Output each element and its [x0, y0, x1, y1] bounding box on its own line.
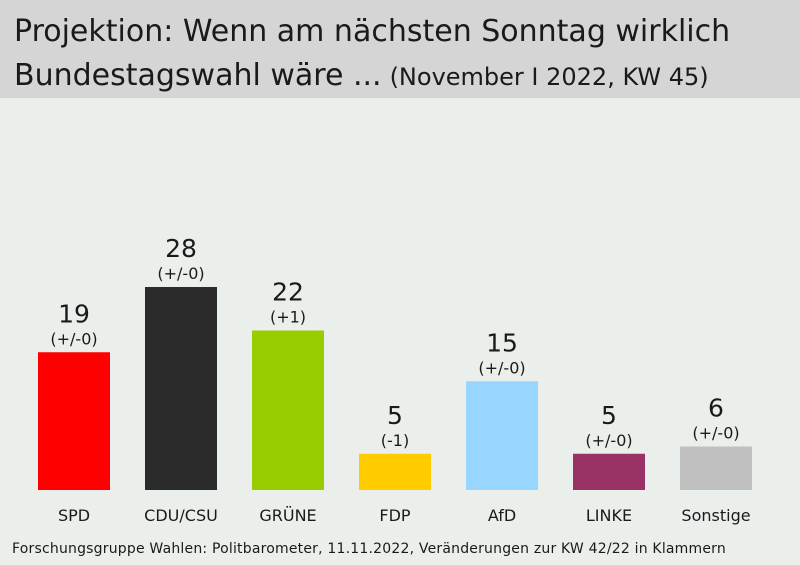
bar-sonstige: [680, 446, 752, 490]
bar-cdu-csu: [145, 287, 217, 490]
value-label-gruene: 22: [272, 278, 304, 307]
chart-title-line-1: Projektion: Wenn am nächsten Sonntag wir…: [14, 14, 731, 49]
change-label-cdu-csu: (+/-0): [157, 264, 204, 283]
value-label-cdu-csu: 28: [165, 234, 197, 263]
source-note: Forschungsgruppe Wahlen: Politbarometer,…: [12, 541, 726, 557]
category-label-spd: SPD: [58, 506, 90, 525]
change-label-gruene: (+1): [270, 308, 306, 327]
value-label-sonstige: 6: [708, 394, 724, 423]
change-label-afd: (+/-0): [478, 358, 525, 377]
chart-title-line-2-text: Bundestagswahl wäre ...: [14, 58, 382, 93]
bar-gruene: [252, 330, 324, 490]
category-label-fdp: FDP: [379, 506, 411, 525]
category-label-sonstige: Sonstige: [681, 506, 750, 525]
value-label-afd: 15: [486, 328, 518, 357]
chart-header: Projektion: Wenn am nächsten Sonntag wir…: [0, 0, 800, 98]
bar-chart: 19(+/-0)SPD28(+/-0)CDU/CSU22(+1)GRÜNE5(-…: [38, 234, 752, 525]
bar-fdp: [359, 453, 431, 490]
category-label-gruene: GRÜNE: [259, 506, 316, 525]
category-label-afd: AfD: [488, 506, 516, 525]
value-label-linke: 5: [601, 401, 617, 430]
change-label-fdp: (-1): [381, 431, 409, 450]
change-label-sonstige: (+/-0): [692, 424, 739, 443]
bar-afd: [466, 381, 538, 490]
bar-spd: [38, 352, 110, 490]
change-label-spd: (+/-0): [50, 329, 97, 348]
value-label-spd: 19: [58, 299, 90, 328]
chart-title-line-2: Bundestagswahl wäre ... (November I 2022,…: [14, 58, 709, 93]
change-label-linke: (+/-0): [585, 431, 632, 450]
category-label-cdu-csu: CDU/CSU: [144, 506, 218, 525]
value-label-fdp: 5: [387, 401, 403, 430]
category-label-linke: LINKE: [586, 506, 632, 525]
chart-subtitle: (November I 2022, KW 45): [389, 63, 709, 91]
bar-linke: [573, 453, 645, 490]
